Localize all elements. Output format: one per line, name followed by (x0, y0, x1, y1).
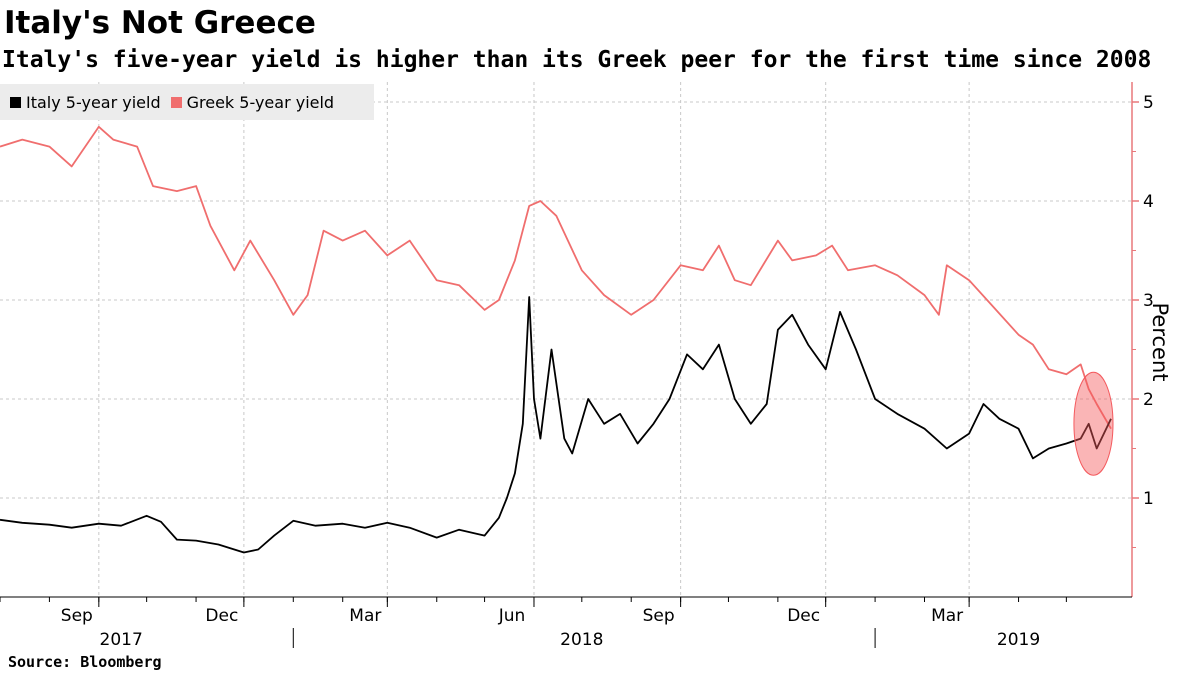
x-tick-label: Mar (349, 606, 381, 626)
legend-item-italy: Italy 5-year yield (10, 93, 161, 112)
year-label: 2019 (997, 630, 1040, 650)
y-tick-label: 5 (1143, 93, 1154, 113)
legend-swatch-italy (10, 96, 21, 108)
y-axis-label: Percent (1148, 302, 1172, 382)
source-note: Source: Bloomberg (8, 653, 162, 671)
legend-swatch-greece (170, 96, 182, 108)
legend: Italy 5-year yield Greek 5-year yield (0, 84, 374, 120)
x-tick-label: Dec (787, 606, 820, 626)
year-label: 2017 (100, 630, 143, 650)
series-line-italy (0, 296, 1112, 554)
legend-label-greece: Greek 5-year yield (186, 92, 335, 112)
y-tick-label: 3 (1143, 291, 1154, 311)
legend-item-greece: Greek 5-year yield (170, 92, 335, 112)
series-line-greece (0, 125, 1112, 430)
y-axis: 1 2 3 4 5 (1131, 82, 1154, 597)
legend-label-italy: Italy 5-year yield (26, 92, 161, 112)
y-tick-label: 1 (1143, 489, 1154, 509)
chart-subtitle: Italy's five-year yield is higher than i… (2, 47, 1152, 73)
x-tick-label: Dec (205, 606, 238, 626)
crossover-highlight (1073, 371, 1114, 476)
y-tick-label: 2 (1143, 390, 1154, 410)
year-label: 2018 (560, 630, 603, 650)
y-tick-label: 4 (1143, 192, 1154, 212)
highlight-layer (1073, 371, 1114, 476)
gridlines (0, 82, 1132, 597)
x-axis: Sep Dec Mar Jun Sep Dec Mar 2017 2018 2019 (0, 596, 1132, 650)
x-tick-label: Mar (931, 606, 963, 626)
chart-title: Italy's Not Greece (4, 5, 316, 41)
x-tick-label: Sep (643, 606, 675, 626)
series-lines (0, 125, 1112, 554)
x-tick-label: Jun (498, 606, 526, 626)
x-tick-label: Sep (61, 606, 93, 626)
